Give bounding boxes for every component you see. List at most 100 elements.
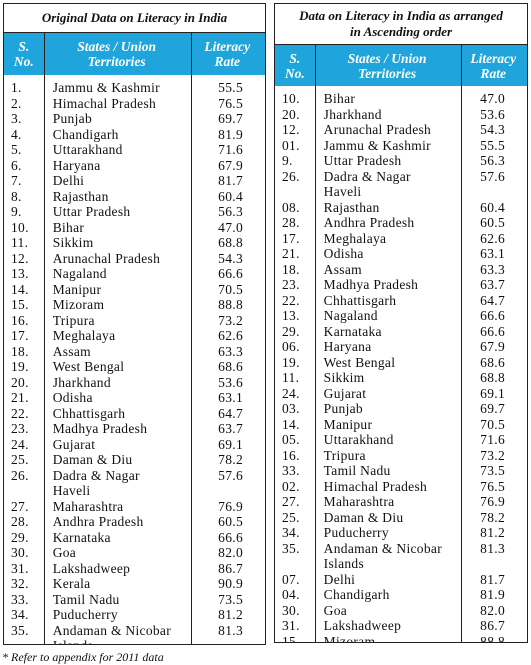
literacy-rate: 76.9 [218, 498, 243, 514]
state-name: Sikkim [52, 235, 94, 250]
literacy-rate: 73.2 [218, 312, 243, 328]
serial-number: 29. [282, 323, 300, 339]
table-row: 18. Assam 63.3 [275, 262, 527, 278]
table-row: 25. Daman & Diu 78.2 [4, 452, 265, 468]
header-cell: S. No. [275, 45, 315, 86]
literacy-rate: 66.6 [218, 529, 243, 545]
serial-number: 6. [11, 157, 22, 173]
state-name: Mizoram [323, 633, 376, 643]
state-name: Andaman & Nicobar Islands [52, 622, 172, 645]
serial-number: 23. [282, 277, 300, 292]
literacy-rate: 69.1 [480, 385, 505, 401]
state-name: West Bengal [323, 354, 396, 370]
serial-number: 27. [11, 498, 29, 514]
literacy-rate: 69.7 [480, 401, 505, 416]
literacy-rate: 66.6 [480, 323, 505, 339]
literacy-rate: 70.5 [480, 416, 505, 432]
serial-number: 12. [282, 122, 300, 137]
table-row: 31. Lakshadweep 86.7 [275, 618, 527, 634]
serial-number: 19. [11, 359, 29, 374]
state-name: Dadra & Nagar Haveli [52, 467, 140, 499]
table-row: 28. Andhra Pradesh 60.5 [275, 215, 527, 231]
serial-number: 15. [282, 633, 300, 643]
literacy-rate: 60.5 [480, 215, 505, 230]
column-rule [461, 45, 462, 642]
state-name: Goa [323, 602, 348, 618]
serial-number: 21. [282, 246, 300, 261]
table-row: 27. Maharashtra 76.9 [4, 499, 265, 515]
table-row: 16. Tripura 73.2 [275, 448, 527, 464]
literacy-rate: 67.9 [218, 157, 243, 173]
state-name: Maharashtra [52, 498, 124, 514]
state-name: Chhattisgarh [323, 292, 397, 308]
table-row: 29. Karnataka 66.6 [4, 530, 265, 546]
table-row: 26. Dadra & Nagar Haveli 57.6 [4, 468, 265, 499]
literacy-rate: 81.3 [480, 540, 505, 556]
serial-number: 9. [11, 204, 22, 219]
literacy-rate: 63.3 [480, 261, 505, 277]
state-name: Meghalaya [52, 328, 116, 343]
literacy-rate: 68.6 [480, 354, 505, 370]
serial-number: 27. [282, 494, 300, 509]
state-name: Haryana [323, 339, 372, 354]
header-text: Literacy Rate [204, 39, 251, 69]
serial-number: 33. [11, 591, 29, 607]
serial-number: 15. [11, 297, 29, 312]
state-name: Sikkim [323, 370, 365, 385]
table-row: 23. Madhya Pradesh 63.7 [275, 277, 527, 293]
state-name: Chandigarh [323, 587, 390, 602]
table-row: 07. Delhi 81.7 [275, 572, 527, 588]
literacy-rate: 70.5 [218, 281, 243, 297]
state-name: Uttar Pradesh [323, 153, 402, 168]
serial-number: 1. [11, 80, 22, 95]
table-row: 28. Andhra Pradesh 60.5 [4, 514, 265, 530]
serial-number: 30. [11, 545, 29, 560]
state-name: Dadra & Nagar Haveli [323, 168, 411, 200]
state-name: Rajasthan [52, 188, 109, 204]
serial-number: 26. [282, 168, 300, 184]
serial-number: 12. [11, 250, 29, 266]
state-name: Jammu & Kashmir [52, 80, 160, 95]
state-name: Jharkhand [52, 374, 111, 390]
table-row: 33. Tamil Nadu 73.5 [4, 592, 265, 608]
table-row: 10. Bihar 47.0 [275, 91, 527, 107]
table-row: 01. Jammu & Kashmir 55.5 [275, 138, 527, 154]
state-name: Meghalaya [323, 230, 387, 246]
state-name: Mizoram [52, 297, 105, 312]
state-name: Bihar [52, 219, 85, 235]
state-name: Tripura [52, 312, 95, 328]
literacy-rate: 63.1 [480, 246, 505, 261]
state-name: Madhya Pradesh [323, 277, 419, 292]
table-row: 31. Lakshadweep 86.7 [4, 561, 265, 577]
table-row: 22. Chhattisgarh 64.7 [4, 406, 265, 422]
literacy-rate: 57.6 [480, 168, 505, 184]
literacy-rate: 55.5 [480, 137, 505, 153]
table-row: 9. Uttar Pradesh 56.3 [275, 153, 527, 169]
state-name: Assam [323, 261, 362, 277]
table-row: 14. Manipur 70.5 [4, 282, 265, 298]
literacy-rate: 88.8 [480, 633, 505, 643]
state-name: Odisha [323, 246, 364, 261]
serial-number: 28. [282, 215, 300, 230]
table-row: 13. Nagaland 66.6 [275, 308, 527, 324]
serial-number: 3. [11, 111, 22, 126]
table-row: 6. Haryana 67.9 [4, 158, 265, 174]
literacy-rate: 56.3 [480, 153, 505, 168]
table-row: 05. Uttarakhand 71.6 [275, 432, 527, 448]
serial-number: 06. [282, 339, 300, 354]
table-row: 35. Andaman & Nicobar Islands 81.3 [4, 622, 265, 645]
table-row: 15. Mizoram 88.8 [4, 297, 265, 313]
header-text: Literacy Rate [470, 50, 517, 81]
state-name: Assam [52, 343, 91, 359]
column-rule [191, 33, 192, 644]
literacy-rate: 73.5 [480, 463, 505, 478]
serial-number: 25. [11, 452, 29, 467]
table-row: 20. Jharkhand 53.6 [275, 107, 527, 123]
serial-number: 2. [11, 95, 22, 111]
literacy-rate: 53.6 [480, 106, 505, 122]
literacy-rate: 68.8 [218, 235, 243, 250]
table-row: 08. Rajasthan 60.4 [275, 200, 527, 216]
column-rule [315, 45, 316, 642]
serial-number: 7. [11, 173, 22, 188]
